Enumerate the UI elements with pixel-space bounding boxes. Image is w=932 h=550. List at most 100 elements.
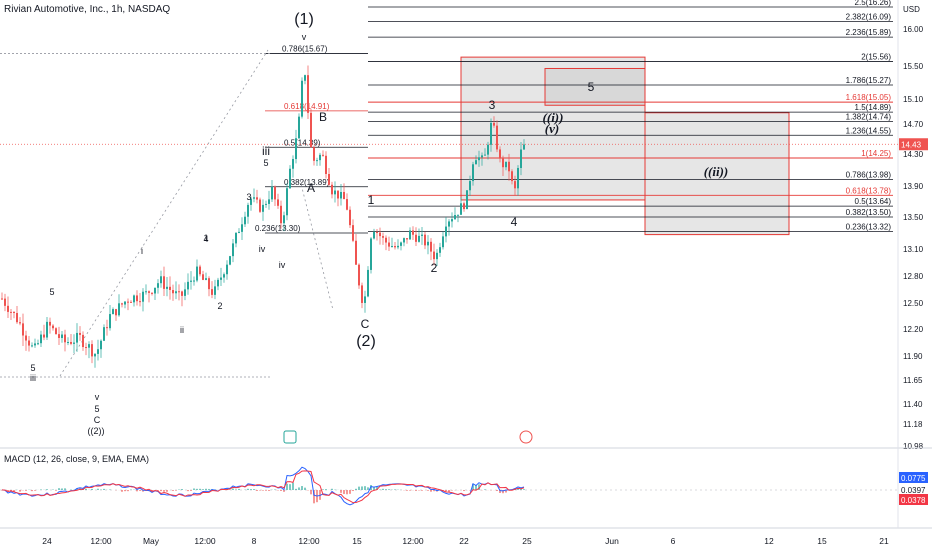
candle-body — [340, 191, 342, 199]
candle-body — [388, 242, 390, 247]
candle-body — [25, 335, 27, 341]
macd-histogram-bar — [208, 488, 210, 490]
trend-connector — [299, 179, 334, 311]
macd-histogram-bar — [484, 489, 486, 490]
retrace-level-label: 0.5(14.39) — [284, 138, 321, 147]
candle-body — [256, 197, 258, 200]
wave-label: B — [319, 110, 327, 124]
candle-body — [88, 344, 90, 348]
candle-body — [376, 232, 378, 234]
macd-histogram-bar — [406, 490, 408, 491]
candle-body — [166, 286, 168, 289]
candle-body — [346, 199, 348, 210]
candle-body — [61, 334, 63, 338]
fib-level-label: 2.236(15.89) — [846, 28, 892, 37]
candle-body — [172, 290, 174, 294]
x-tick-label: 12:00 — [298, 536, 320, 546]
macd-histogram-bar — [361, 486, 363, 490]
retrace-level-label: 0.236(13.30) — [255, 224, 301, 233]
candle-body — [265, 203, 267, 205]
macd-histogram-bar — [427, 490, 429, 491]
candle-body — [439, 247, 441, 253]
macd-histogram-bar — [292, 482, 294, 490]
candle-body — [16, 313, 18, 323]
macd-value-badge — [899, 494, 928, 505]
retrace-level-label: 0.618(14.91) — [284, 102, 330, 111]
macd-value-label: 0.0397 — [901, 486, 926, 495]
wave-label: 2 — [431, 261, 438, 275]
candle-body — [109, 314, 111, 329]
currency-label: USD — [903, 5, 920, 14]
macd-histogram-bar — [7, 490, 9, 492]
chart-title: Rivian Automotive, Inc., 1h, NASDAQ — [4, 4, 171, 15]
macd-histogram-bar — [472, 483, 474, 490]
macd-histogram-bar — [181, 489, 183, 490]
x-tick-label: 25 — [522, 536, 532, 546]
candle-body — [40, 334, 42, 344]
wave-label: ((2)) — [88, 426, 105, 436]
macd-histogram-bar — [313, 490, 315, 504]
candle-body — [490, 122, 492, 145]
macd-histogram-bar — [46, 489, 48, 490]
last-price-badge — [899, 138, 928, 151]
candle-body — [226, 264, 228, 275]
candle-body — [514, 181, 516, 189]
macd-histogram-bar — [139, 490, 141, 491]
candle-body — [214, 286, 216, 295]
candle-body — [253, 197, 255, 199]
wave-label: A — [307, 181, 315, 195]
macd-histogram-bar — [127, 490, 129, 492]
fib-level-label: 0.786(13.98) — [846, 171, 892, 180]
earnings-icon — [283, 430, 297, 444]
candle-body — [211, 289, 213, 295]
candle-body — [217, 279, 219, 287]
macd-histogram-bar — [385, 489, 387, 490]
candle-body — [289, 168, 291, 189]
candle-body — [190, 280, 192, 282]
candle-body — [238, 231, 240, 233]
trend-connector — [59, 49, 269, 377]
macd-histogram-bar — [517, 488, 519, 490]
macd-histogram-bar — [34, 490, 36, 491]
macd-title: MACD (12, 26, close, 9, EMA, EMA) — [4, 454, 150, 464]
x-tick-label: 12:00 — [402, 536, 424, 546]
candle-body — [481, 155, 483, 158]
macd-line — [1, 466, 525, 506]
macd-histogram-bar — [388, 489, 390, 490]
wave-label: 2 — [217, 301, 222, 311]
y-tick-label: 10.98 — [903, 442, 924, 451]
candle-body — [361, 285, 363, 303]
y-tick-label: 12.50 — [903, 299, 924, 308]
wave-label: (v) — [545, 121, 559, 136]
macd-histogram-bar — [322, 489, 324, 490]
candle-body — [259, 199, 261, 212]
retrace-level-label: 0.786(15.67) — [282, 44, 328, 53]
x-tick-label: 24 — [42, 536, 52, 546]
wave-label: 5 — [263, 158, 268, 168]
fib-level-label: 2(15.56) — [861, 53, 891, 62]
candle-body — [229, 256, 231, 265]
candle-body — [133, 295, 135, 303]
candle-body — [469, 181, 471, 191]
candle-body — [46, 321, 48, 338]
macd-histogram-bar — [19, 490, 21, 492]
candle-body — [295, 138, 297, 160]
candle-body — [250, 198, 252, 205]
fib-level-label: 0.382(13.50) — [846, 208, 892, 217]
wave-label: 5 — [94, 404, 99, 414]
candle-body — [406, 238, 408, 240]
candle-body — [244, 216, 246, 225]
macd-histogram-bar — [382, 488, 384, 490]
macd-histogram-bar — [151, 490, 153, 492]
candle-body — [508, 161, 510, 172]
candle-body — [391, 246, 393, 248]
candle-body — [415, 234, 417, 242]
macd-histogram-bar — [283, 490, 285, 492]
wave-label: 4 — [511, 215, 518, 229]
candle-body — [97, 349, 99, 354]
candle-body — [49, 321, 51, 326]
candle-body — [82, 334, 84, 348]
candle-body — [334, 190, 336, 195]
candle-body — [385, 237, 387, 243]
